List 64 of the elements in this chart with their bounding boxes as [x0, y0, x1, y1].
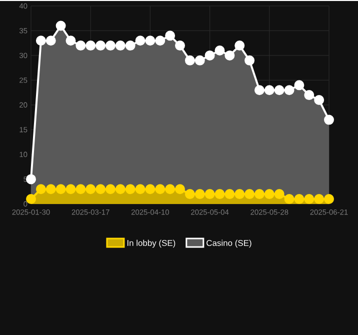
- point: [86, 40, 96, 51]
- point: [324, 194, 334, 204]
- point: [234, 189, 245, 200]
- point: [184, 189, 195, 200]
- point: [204, 189, 215, 200]
- point: [155, 184, 166, 194]
- point: [175, 184, 185, 194]
- point: [26, 174, 36, 184]
- point: [145, 184, 156, 194]
- point: [224, 189, 235, 200]
- point: [264, 189, 274, 200]
- point: [194, 55, 205, 66]
- point: [324, 114, 334, 125]
- point: [115, 184, 126, 194]
- point: [274, 189, 284, 200]
- point: [314, 95, 324, 106]
- point: [175, 40, 185, 51]
- point: [36, 184, 46, 194]
- point: [46, 184, 56, 194]
- point: [56, 184, 66, 194]
- point: [294, 80, 304, 90]
- point: [284, 85, 294, 96]
- point: [96, 40, 106, 51]
- legend-label: Casino (SE): [206, 240, 252, 248]
- point: [244, 55, 255, 66]
- point: [26, 194, 36, 204]
- point: [76, 40, 86, 51]
- point: [314, 194, 324, 204]
- point: [115, 40, 126, 51]
- point: [294, 194, 304, 204]
- point: [135, 36, 146, 46]
- point: [304, 194, 314, 204]
- point: [204, 50, 215, 60]
- point: [254, 189, 264, 200]
- point: [224, 50, 235, 60]
- point: [165, 30, 176, 41]
- point: [264, 85, 274, 96]
- point: [56, 20, 66, 31]
- point: [184, 55, 195, 66]
- point: [105, 184, 116, 194]
- point: [145, 36, 156, 46]
- legend-label: In lobby (SE): [127, 240, 176, 248]
- point: [76, 184, 86, 194]
- point: [36, 36, 46, 46]
- point: [214, 189, 225, 200]
- point: [155, 36, 166, 46]
- point: [194, 189, 205, 200]
- point: [214, 46, 225, 56]
- point: [125, 40, 136, 51]
- point: [66, 36, 76, 46]
- point: [165, 184, 176, 194]
- point: [86, 184, 96, 194]
- point: [125, 184, 136, 194]
- point: [96, 184, 106, 194]
- point: [66, 184, 76, 194]
- point: [46, 36, 56, 46]
- point: [254, 85, 264, 96]
- point: [105, 40, 116, 51]
- point: [244, 189, 255, 200]
- point: [274, 85, 284, 96]
- point: [135, 184, 146, 194]
- point: [304, 90, 314, 100]
- point: [284, 194, 294, 204]
- point: [234, 40, 245, 51]
